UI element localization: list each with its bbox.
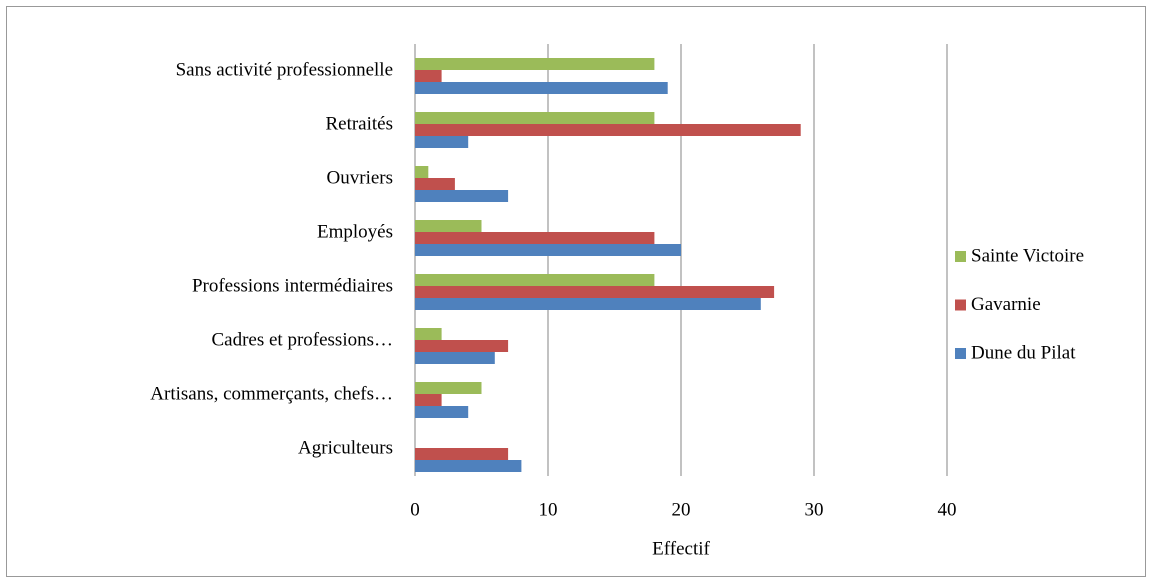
bar (415, 82, 668, 94)
legend-label: Gavarnie (971, 294, 1041, 315)
y-tick-label: Sans activité professionnelle (176, 59, 393, 80)
bar (415, 190, 509, 202)
x-tick-label: 20 (672, 499, 691, 520)
bar (415, 406, 469, 418)
legend-swatch (955, 299, 966, 311)
y-tick-label: Professions intermédiaires (192, 275, 393, 296)
bar (415, 58, 655, 70)
bar (415, 340, 509, 352)
y-tick-label: Agriculteurs (298, 437, 393, 458)
bar (415, 178, 455, 190)
bar (415, 382, 482, 394)
bar (415, 298, 761, 310)
bar (415, 124, 801, 136)
bar (415, 70, 442, 82)
bar (415, 220, 482, 232)
bar (415, 232, 655, 244)
bar (415, 286, 775, 298)
bar (415, 136, 469, 148)
legend-label: Sainte Victoire (971, 245, 1084, 266)
legend-label: Dune du Pilat (971, 342, 1076, 363)
x-axis-label: Effectif (652, 538, 710, 559)
legend-swatch (955, 348, 966, 359)
y-tick-label: Ouvriers (327, 167, 393, 188)
bar (415, 448, 509, 460)
y-tick-label: Retraités (325, 113, 393, 134)
x-tick-label: 30 (805, 499, 824, 520)
y-tick-label: Employés (317, 221, 393, 242)
bar (415, 460, 522, 472)
bar (415, 166, 429, 178)
bar (415, 274, 655, 286)
x-tick-label: 40 (938, 499, 957, 520)
x-tick-label: 0 (410, 499, 420, 520)
y-tick-label: Artisans, commerçants, chefs… (150, 383, 393, 404)
bar (415, 394, 442, 406)
y-tick-label: Cadres et professions… (211, 329, 393, 350)
bar (415, 352, 495, 364)
bar (415, 328, 442, 340)
x-tick-label: 10 (539, 499, 558, 520)
legend-swatch (955, 251, 966, 262)
bar (415, 244, 681, 256)
bar (415, 112, 655, 124)
